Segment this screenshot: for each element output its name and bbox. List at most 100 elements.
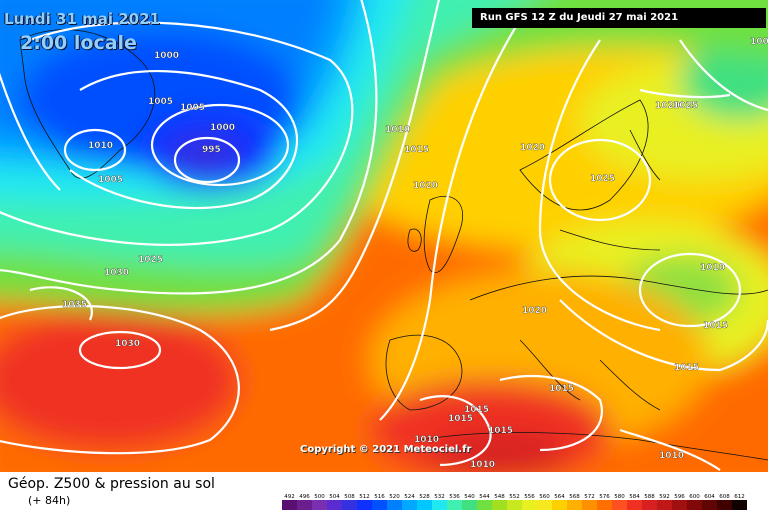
isobar-label: 1000: [210, 123, 235, 133]
legend-tick-label: 532: [434, 494, 445, 500]
legend-tick-label: 540: [464, 494, 475, 500]
forecast-hour: (+ 84h): [28, 494, 71, 507]
isobar-label: 1010: [700, 263, 725, 273]
legend-swatch: [627, 500, 642, 510]
isobar-label: 1025: [138, 255, 163, 265]
isobar-label: 1025: [590, 174, 615, 184]
legend-swatch: [537, 500, 552, 510]
legend-tick-label: 500: [314, 494, 325, 500]
legend-tick-label: 508: [344, 494, 355, 500]
legend-tick-label: 600: [689, 494, 700, 500]
run-info: Run GFS 12 Z du Jeudi 27 mai 2021: [472, 8, 766, 28]
isobar-label: 1005: [148, 97, 173, 107]
valid-date: Lundi 31 mai 2021: [4, 10, 160, 28]
color-legend: 492 496 500 504 508 512 516 520 524 528 532 536 540 5…: [282, 494, 747, 510]
legend-swatch: [732, 500, 747, 510]
legend-swatch: [447, 500, 462, 510]
legend-tick-label: 552: [509, 494, 520, 500]
legend-swatch: [357, 500, 372, 510]
valid-time: 2:00 locale: [20, 32, 137, 54]
geopotential-map: 1000 1005 1005 1000 995 1010 1005 1010 1…: [0, 0, 768, 472]
legend-tick-label: 516: [374, 494, 385, 500]
legend-swatch: [492, 500, 507, 510]
legend-swatch: [567, 500, 582, 510]
legend-tick-label: 604: [704, 494, 715, 500]
legend-swatch: [477, 500, 492, 510]
isobar-label: 1010: [88, 141, 113, 151]
legend-swatch: [717, 500, 732, 510]
isobar-label: 1020: [655, 101, 680, 111]
legend-swatch: [327, 500, 342, 510]
isobar-label: 1015: [448, 414, 473, 424]
legend-swatch: [387, 500, 402, 510]
isobar-label: 1020: [520, 143, 545, 153]
copyright: Copyright © 2021 Meteociel.fr: [300, 444, 472, 455]
legend-tick-label: 608: [719, 494, 730, 500]
legend-tick-label: 520: [389, 494, 400, 500]
legend-swatch: [417, 500, 432, 510]
isobar-label: 995: [202, 145, 221, 155]
geopotential-field: [0, 0, 768, 472]
footer-bar: Géop. Z500 & pression au sol (+ 84h) 492…: [0, 472, 768, 512]
map-title: Géop. Z500 & pression au sol: [8, 476, 215, 492]
legend-tick-label: 576: [599, 494, 610, 500]
legend-tick-label: 548: [494, 494, 505, 500]
isobar-label: 1010: [385, 125, 410, 135]
legend-swatch: [522, 500, 537, 510]
legend-swatch: [282, 500, 297, 510]
legend-tick-label: 524: [404, 494, 415, 500]
isobar-label: 1015: [703, 321, 728, 331]
isobar-label: 1010: [470, 460, 495, 470]
isobar-label: 1005: [98, 175, 123, 185]
legend-tick-label: 504: [329, 494, 340, 500]
isobar-label: 1015: [464, 405, 489, 415]
isobar-label: 1030: [115, 339, 140, 349]
legend-swatch: [687, 500, 702, 510]
isobar-label: 1015: [674, 363, 699, 373]
isobar-label: 1000: [750, 37, 768, 47]
isobar-labels: 1000 1005 1005 1000 995 1010 1005 1010 1…: [62, 37, 768, 470]
legend-tick-label: 568: [569, 494, 580, 500]
legend-tick-label: 496: [299, 494, 310, 500]
legend-swatch: [402, 500, 417, 510]
isobar-label: 1010: [414, 435, 439, 445]
isobar-label: 1015: [404, 145, 429, 155]
legend-tick-label: 556: [524, 494, 535, 500]
legend-swatch: [597, 500, 612, 510]
legend-swatch: [612, 500, 627, 510]
legend-swatch: [672, 500, 687, 510]
legend-tick-label: 528: [419, 494, 430, 500]
isobars: [0, 0, 768, 470]
legend-tick-label: 512: [359, 494, 370, 500]
legend-swatch: [312, 500, 327, 510]
legend-swatch: [702, 500, 717, 510]
legend-tick-label: 592: [659, 494, 670, 500]
legend-swatch: [657, 500, 672, 510]
legend-tick-label: 544: [479, 494, 490, 500]
legend-tick-label: 560: [539, 494, 550, 500]
legend-swatch: [582, 500, 597, 510]
isobar-label: 1015: [549, 384, 574, 394]
legend-tick-label: 572: [584, 494, 595, 500]
legend-tick-label: 492: [284, 494, 295, 500]
legend-swatch: [462, 500, 477, 510]
legend-tick-label: 584: [629, 494, 640, 500]
legend-tick-label: 588: [644, 494, 655, 500]
legend-swatch: [432, 500, 447, 510]
legend-swatch: [642, 500, 657, 510]
isobar-label: 1035: [62, 300, 87, 310]
legend-swatch: [372, 500, 387, 510]
legend-tick-label: 564: [554, 494, 565, 500]
isobar-label: 1005: [180, 103, 205, 113]
legend-tick-label: 580: [614, 494, 625, 500]
legend-swatch: [552, 500, 567, 510]
isobar-label: 1010: [659, 451, 684, 461]
legend-tick-label: 612: [734, 494, 745, 500]
legend-swatch: [507, 500, 522, 510]
isobar-label: 1030: [104, 268, 129, 278]
legend-tick-label: 596: [674, 494, 685, 500]
isobar-label: 1020: [413, 181, 438, 191]
legend-tick-label: 536: [449, 494, 460, 500]
isobar-label: 1000: [154, 51, 179, 61]
